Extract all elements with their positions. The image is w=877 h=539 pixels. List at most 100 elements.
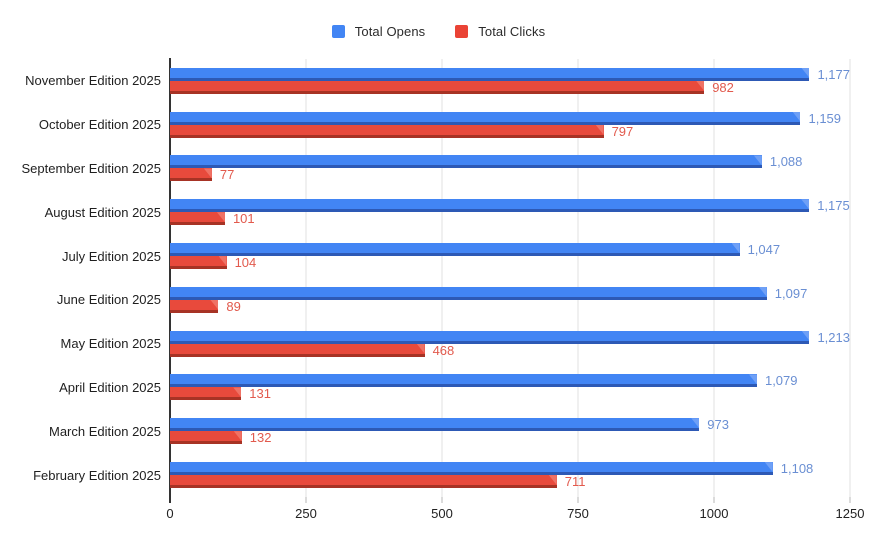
axis-tick [713,497,715,503]
bar-bevel-cap [696,80,705,91]
total-clicks-bar-line: 89 [170,298,850,314]
axis-tick-label: 250 [295,506,317,521]
total-clicks-value: 131 [249,386,271,402]
total-opens-bar[interactable] [170,286,767,300]
axis-tick [441,497,443,503]
axis-tick-label: 500 [431,506,453,521]
total-clicks-value: 101 [232,211,255,227]
total-clicks-bar-line: 468 [170,342,850,358]
total-clicks-bar[interactable] [170,212,225,226]
category-label: July Edition 2025 [61,248,161,264]
total-clicks-value: 468 [432,342,455,358]
legend: Total Opens Total Clicks [0,24,877,39]
bar-bevel-cap [210,299,219,310]
bar-group: 973 132 [170,417,850,446]
total-clicks-bar-line: 797 [170,123,850,139]
bar-bevel-cap [595,124,604,135]
total-clicks-bar-line: 131 [170,386,850,402]
chart-row: June Edition 2025 1,097 89 [0,278,877,322]
total-clicks-bar[interactable] [170,387,242,401]
total-opens-bar[interactable] [170,111,801,125]
category-label: October Edition 2025 [38,117,161,133]
total-opens-bar-line: 1,177 [170,66,850,82]
total-clicks-bar[interactable] [170,343,425,357]
total-clicks-bar-line: 104 [170,255,850,270]
total-clicks-value: 982 [712,79,734,95]
total-opens-bar[interactable] [170,199,810,213]
total-clicks-bar[interactable] [170,256,227,270]
total-clicks-bar[interactable] [170,168,212,182]
bar-group: 1,088 77 [170,154,850,182]
bar-group: 1,047 104 [170,242,850,270]
total-opens-bar[interactable] [170,243,740,257]
total-opens-value: 1,079 [764,373,798,389]
bar-bevel-cap [218,256,227,267]
bar-group: 1,175 101 [170,198,850,227]
bar-bevel-cap [233,387,242,398]
total-clicks-bar-line: 711 [170,474,850,490]
legend-item-total-clicks[interactable]: Total Clicks [455,24,545,39]
total-opens-value: 1,177 [817,66,850,82]
chart-row: November Edition 2025 1,177 982 [0,59,877,103]
gridline [441,59,443,497]
bar-bevel-cap [801,199,810,210]
legend-item-total-opens[interactable]: Total Opens [331,24,425,39]
total-opens-value: 1,088 [769,154,803,170]
total-clicks-bar[interactable] [170,80,705,94]
total-opens-value: 1,108 [780,461,814,477]
axis-tick [849,497,851,503]
bar-group: 1,108 711 [170,461,850,490]
bar-bevel-cap [233,431,242,442]
total-opens-bar-line: 1,175 [170,198,850,213]
category-label: March Edition 2025 [48,423,161,439]
y-axis-line [169,58,171,498]
category-label: May Edition 2025 [60,336,161,352]
bar-group: 1,213 468 [170,329,850,358]
total-opens-value: 1,213 [817,329,850,345]
total-opens-value: 1,159 [808,110,842,126]
total-clicks-swatch-icon [455,25,469,38]
gridline [849,59,851,497]
total-opens-value: 1,097 [774,285,808,301]
total-opens-bar-line: 1,213 [170,329,850,345]
axis-tick [305,497,307,503]
total-opens-bar[interactable] [170,418,700,432]
category-label: November Edition 2025 [25,73,161,89]
category-label: April Edition 2025 [59,379,161,395]
total-clicks-value: 797 [611,123,634,139]
total-opens-bar-line: 973 [170,417,850,432]
total-opens-bar[interactable] [170,330,810,344]
bar-bevel-cap [748,374,757,385]
total-opens-bar[interactable] [170,462,773,476]
bar-bevel-cap [753,155,762,166]
bar-bevel-cap [792,111,801,122]
total-opens-bar-line: 1,047 [170,242,850,257]
total-clicks-bar[interactable] [170,475,557,489]
gridline [305,59,307,497]
axis-tick [169,497,171,503]
total-clicks-value: 711 [564,474,586,490]
total-opens-bar[interactable] [170,155,762,169]
total-clicks-bar[interactable] [170,124,604,138]
total-opens-bar[interactable] [170,67,810,81]
category-label: September Edition 2025 [21,160,161,176]
total-opens-bar[interactable] [170,374,757,388]
total-clicks-bar[interactable] [170,431,242,445]
total-opens-bar-line: 1,108 [170,461,850,477]
total-clicks-bar[interactable] [170,299,219,313]
bar-bevel-cap [416,343,425,354]
bar-group: 1,097 89 [170,285,850,314]
total-clicks-value: 132 [249,430,272,446]
total-clicks-bar-line: 77 [170,167,850,182]
chart-row: August Edition 2025 1,175 101 [0,190,877,234]
total-opens-bar-line: 1,079 [170,373,850,389]
axis-tick-label: 750 [567,506,589,521]
total-clicks-value: 89 [226,298,241,314]
bar-bevel-cap [758,286,767,297]
axis-tick-label: 0 [166,506,174,521]
chart-row: April Edition 2025 1,079 131 [0,366,877,410]
chart-row: July Edition 2025 1,047 104 [0,234,877,278]
total-opens-swatch-icon [331,25,345,38]
category-label: February Edition 2025 [33,467,161,483]
